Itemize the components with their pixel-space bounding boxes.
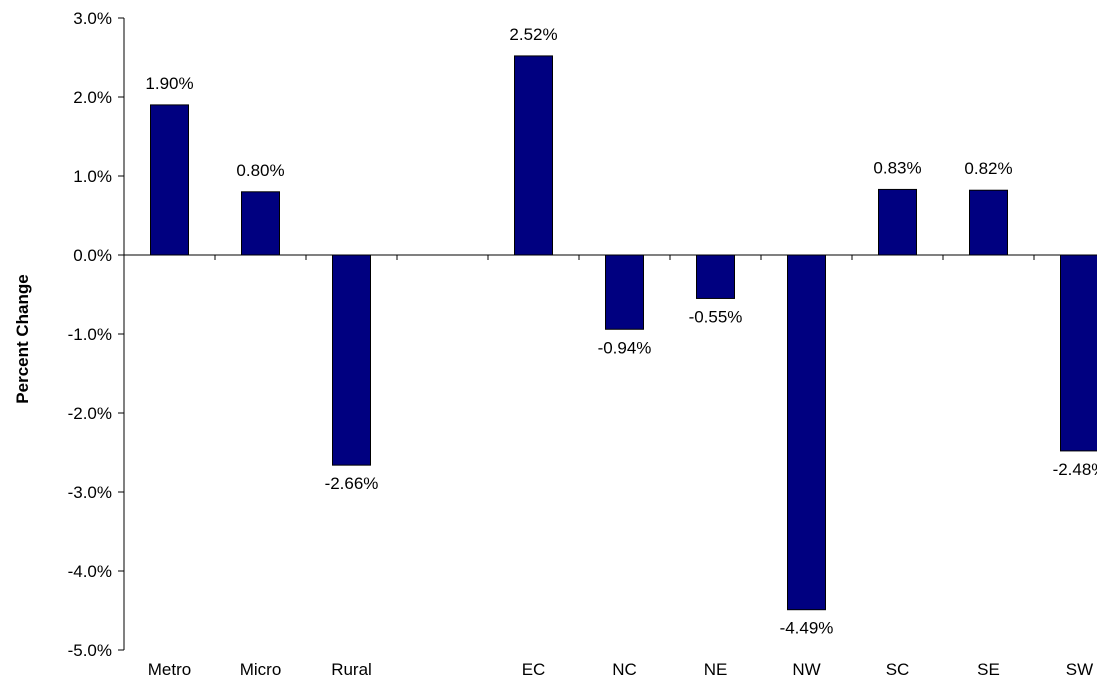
- x-tick-label: Micro: [240, 660, 282, 679]
- data-label: -2.66%: [325, 474, 379, 493]
- bar-layer: [150, 55, 1097, 611]
- data-label: -2.48%: [1053, 460, 1097, 479]
- x-tick-label: NE: [704, 660, 728, 679]
- x-tick-label: SE: [977, 660, 1000, 679]
- y-tick-label: 1.0%: [73, 167, 112, 186]
- bar: [514, 55, 553, 256]
- y-tick-label: -3.0%: [68, 483, 112, 502]
- data-label-layer: Metro 1.90% Micro 0.80% Rural -2.66% EC 2.52% NC…: [145, 25, 1097, 679]
- y-tick-label: 3.0%: [73, 9, 112, 28]
- data-label: 1.90%: [145, 74, 193, 93]
- bar: [696, 254, 735, 299]
- bar: [878, 188, 917, 256]
- data-label: 0.83%: [873, 158, 921, 177]
- y-tick-label: -2.0%: [68, 404, 112, 423]
- data-label: 0.80%: [236, 161, 284, 180]
- axis-layer: 3.0% 2.0% 1.0% 0.0% -1.0% -2.0% -3.0% -4.0% -5.0…: [68, 9, 1097, 660]
- x-tick-label: Rural: [331, 660, 372, 679]
- y-tick-label: -5.0%: [68, 641, 112, 660]
- bar: [605, 254, 644, 330]
- y-axis-title: Percent Change: [13, 274, 32, 403]
- x-tick-label: SC: [886, 660, 910, 679]
- x-tick-label: NW: [792, 660, 820, 679]
- y-tick-label: -1.0%: [68, 325, 112, 344]
- data-label: 0.82%: [964, 159, 1012, 178]
- data-label: -0.94%: [598, 338, 652, 357]
- data-label: -4.49%: [780, 619, 834, 638]
- bar: [787, 254, 826, 611]
- x-tick-label: Metro: [148, 660, 191, 679]
- x-tick-label: NC: [612, 660, 637, 679]
- data-label: 2.52%: [509, 25, 557, 44]
- y-tick-label: 0.0%: [73, 246, 112, 265]
- y-tick-label: -4.0%: [68, 562, 112, 581]
- y-tick-label: 2.0%: [73, 88, 112, 107]
- data-label: -0.55%: [689, 307, 743, 326]
- bar: [150, 104, 189, 256]
- x-tick-label: SW: [1066, 660, 1093, 679]
- bar: [969, 189, 1008, 256]
- bar: [241, 191, 280, 256]
- bar: [1060, 254, 1097, 452]
- x-tick-label: EC: [522, 660, 546, 679]
- bar: [332, 254, 371, 466]
